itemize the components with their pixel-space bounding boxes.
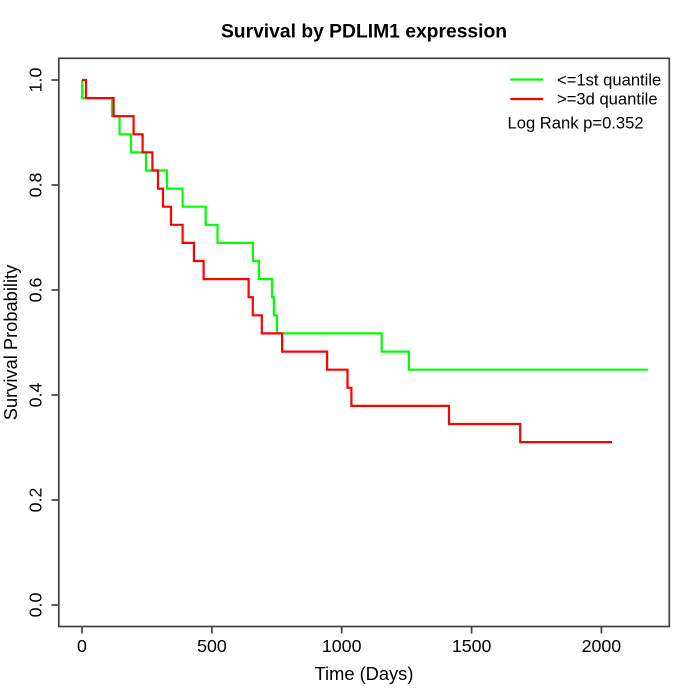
svg-text:>=3d quantile: >=3d quantile: [557, 90, 658, 109]
svg-text:1500: 1500: [452, 636, 492, 656]
svg-text:Time (Days): Time (Days): [315, 663, 414, 684]
svg-text:0.0: 0.0: [26, 593, 46, 618]
svg-text:0.6: 0.6: [26, 278, 46, 303]
svg-text:Survival Probability: Survival Probability: [0, 264, 21, 420]
svg-text:<=1st quantile: <=1st quantile: [557, 71, 661, 90]
svg-text:1.0: 1.0: [26, 68, 46, 93]
svg-text:0.2: 0.2: [26, 488, 46, 513]
svg-text:Log Rank p=0.352: Log Rank p=0.352: [508, 114, 644, 133]
svg-text:1000: 1000: [322, 636, 362, 656]
svg-text:500: 500: [197, 636, 227, 656]
svg-text:0.8: 0.8: [26, 173, 46, 198]
svg-text:0.4: 0.4: [26, 383, 46, 408]
svg-text:0: 0: [77, 636, 87, 656]
svg-text:2000: 2000: [582, 636, 622, 656]
svg-text:Survival by PDLIM1 expression: Survival by PDLIM1 expression: [221, 22, 507, 43]
